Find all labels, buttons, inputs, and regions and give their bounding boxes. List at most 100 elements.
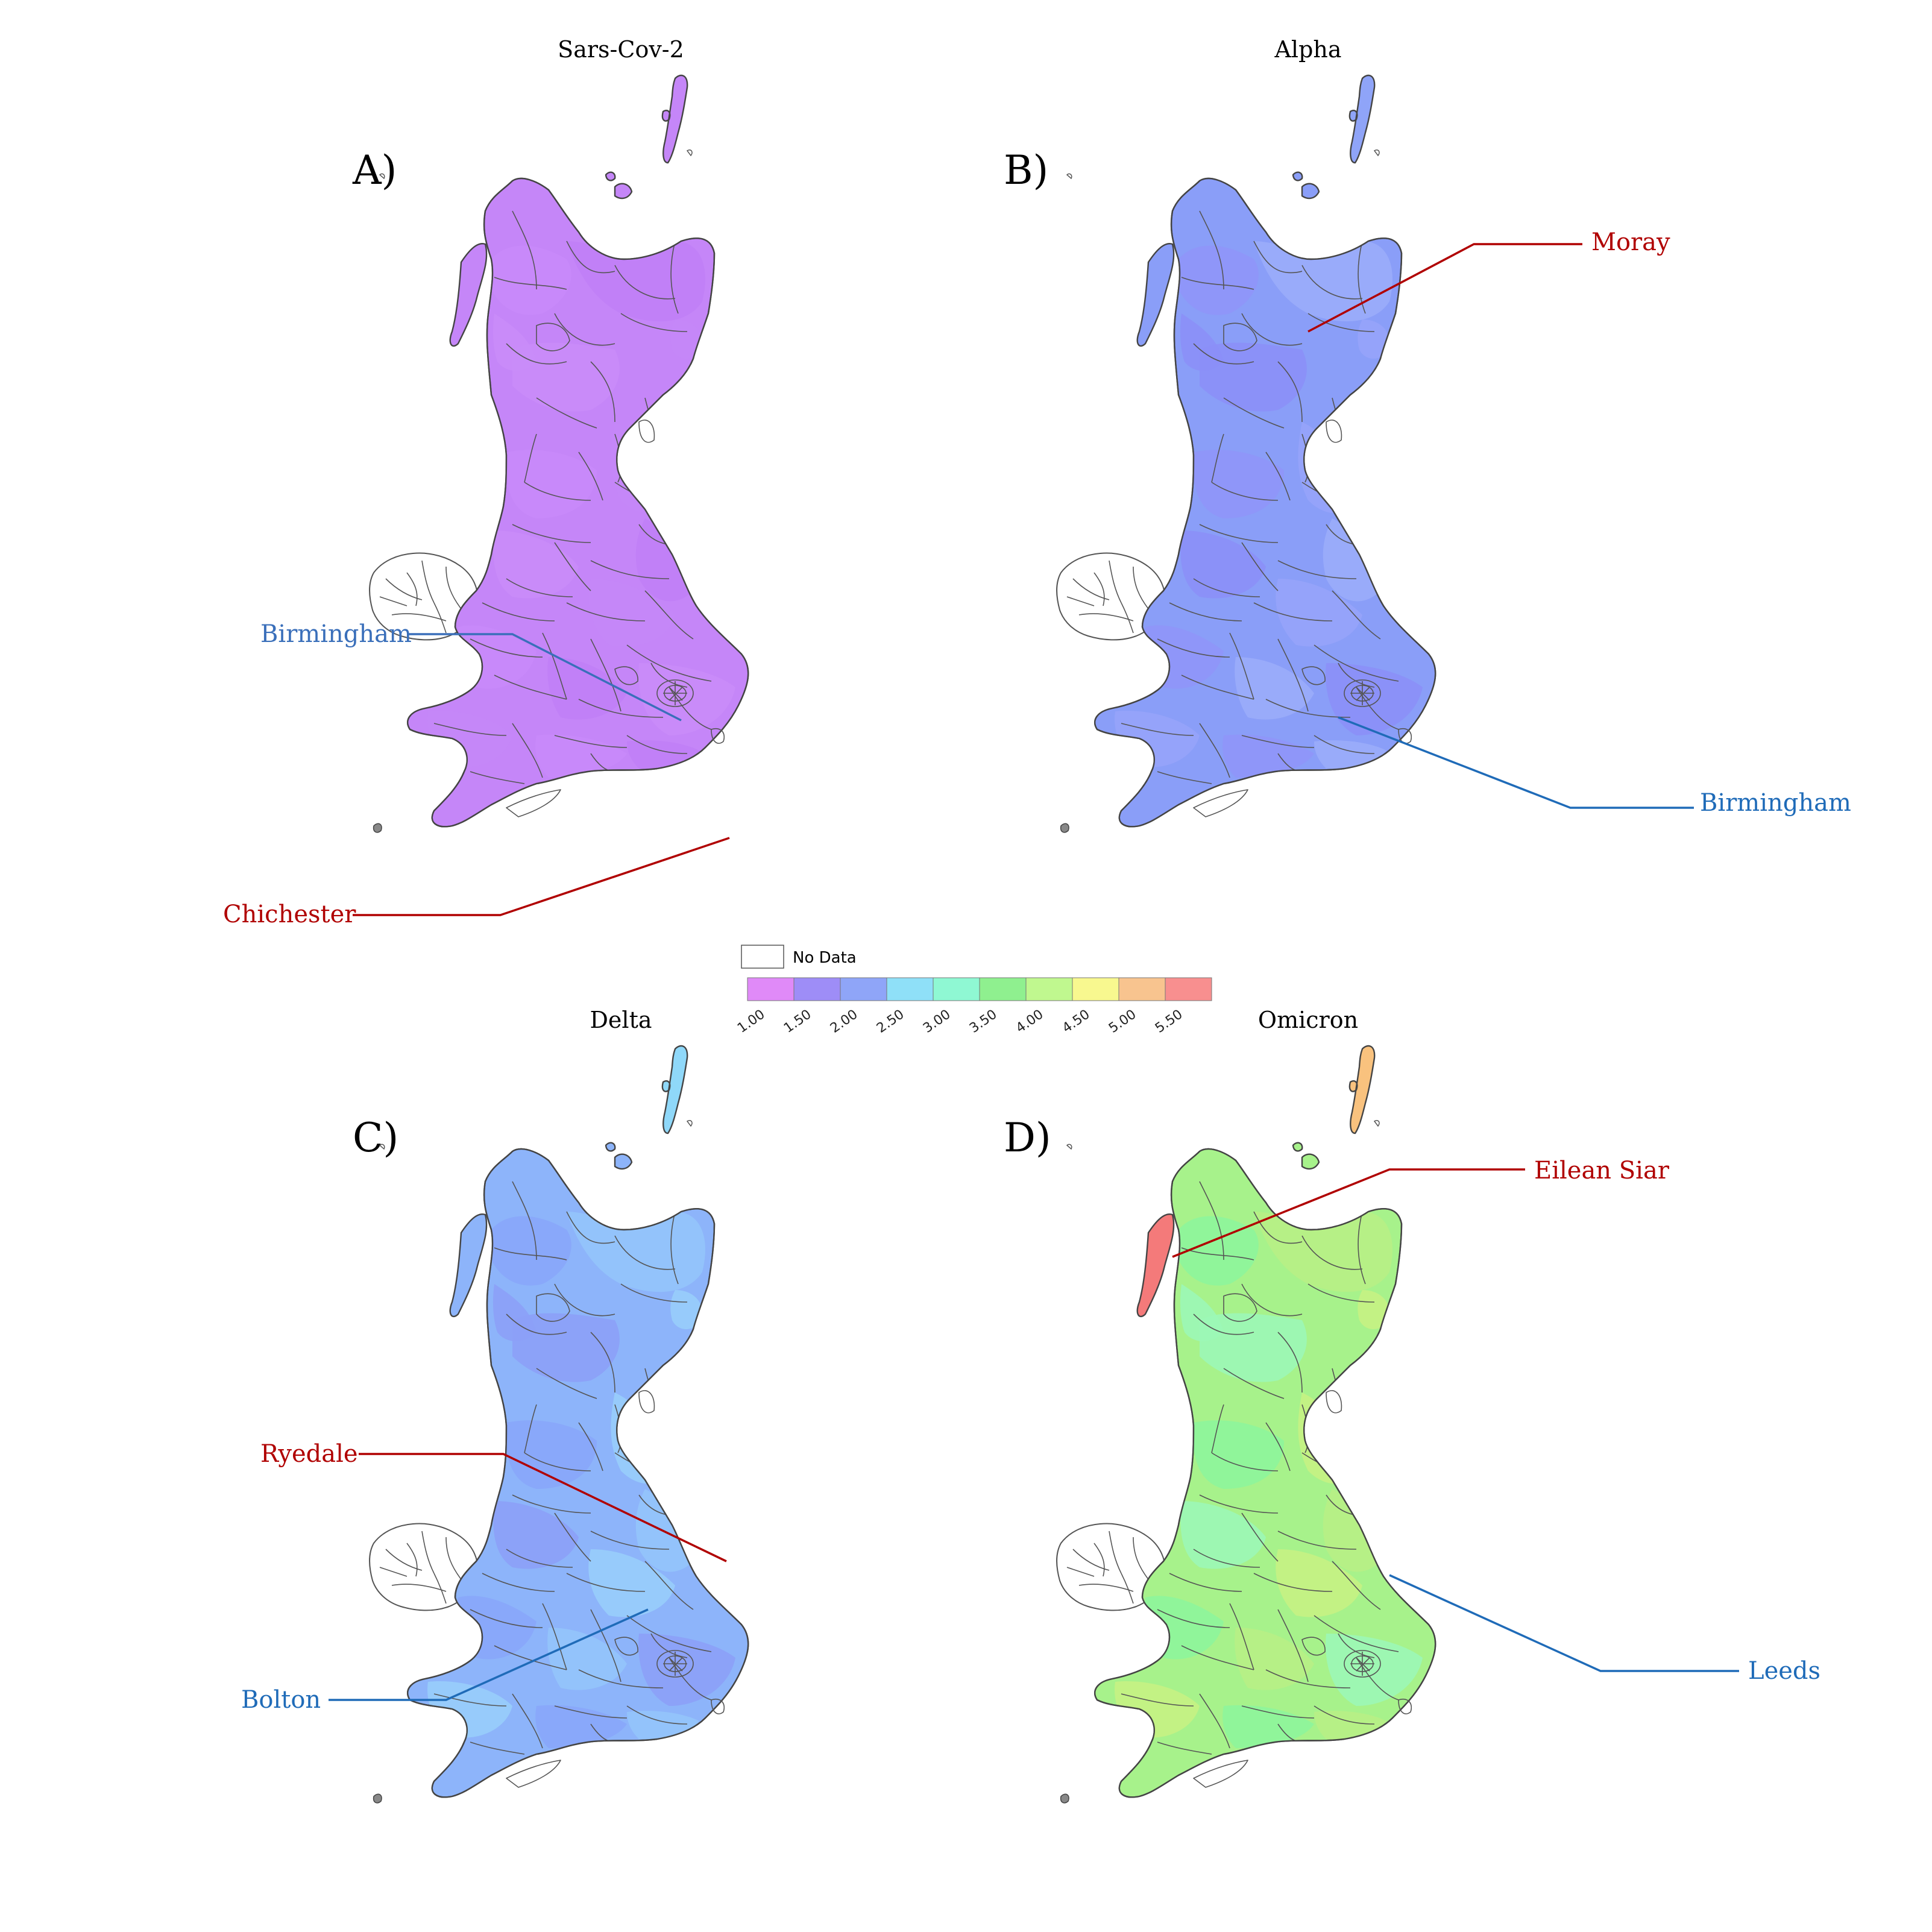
no-data-patch: [536, 323, 570, 351]
district-boundary: [614, 1235, 676, 1270]
no-data-swatch: [741, 945, 784, 969]
panel-letter: C): [353, 1115, 398, 1161]
legend-tick-label: 4.50: [1060, 1007, 1092, 1036]
callout-leader-line: [359, 1453, 727, 1562]
callout-label: Eilean Siar: [1534, 1157, 1670, 1185]
ni-boundary: [1066, 596, 1095, 606]
no-data-patch: [1223, 323, 1257, 351]
district-boundary: [578, 452, 603, 501]
district-boundary: [1314, 1416, 1369, 1435]
district-boundary: [578, 1669, 664, 1688]
uk-map: [369, 1045, 749, 1804]
legend-swatch: [979, 977, 1027, 1001]
coastline: [406, 1148, 749, 1798]
no-data-patch: [506, 789, 561, 817]
district-boundary: [512, 1181, 537, 1260]
district-region: [506, 450, 597, 518]
ni-boundary: [445, 566, 462, 609]
ni-boundary: [406, 572, 418, 606]
legend-tick-label: 3.50: [967, 1007, 999, 1036]
district-boundary: [1253, 602, 1333, 621]
district-boundary: [506, 1549, 573, 1568]
map-panel-d: Omicron D) Eilean Siar Leeds: [1004, 1007, 1820, 1804]
ni-boundary: [1133, 1537, 1149, 1580]
callout-leader-line: [1389, 1574, 1739, 1672]
panel-letter: A): [352, 147, 397, 194]
district-region: [512, 1313, 620, 1382]
district-boundary: [626, 445, 682, 465]
district-boundary: [1241, 735, 1315, 748]
district-boundary: [1157, 1742, 1212, 1755]
ni-boundary: [1121, 1573, 1134, 1604]
london-boundaries: [1344, 679, 1381, 707]
district-region: [670, 319, 703, 359]
district-region: [1254, 241, 1392, 322]
color-legend: No Data 1.00 1.50 2.00 2.50 3.00 3.50 4.00 4.50 5…: [735, 945, 1212, 1036]
district-region: [1323, 518, 1380, 602]
district-boundary: [482, 1573, 555, 1592]
district-boundary: [1121, 723, 1194, 736]
legend-tick-label: 1.00: [735, 1007, 767, 1036]
legend-swatch: [886, 977, 934, 1001]
district-boundary: [512, 210, 537, 290]
district-boundary: [1358, 1211, 1366, 1285]
district-boundary: [524, 1452, 591, 1471]
district-boundary: [620, 1283, 688, 1303]
district-region: [1200, 342, 1307, 412]
callout-leader-line: [1172, 1168, 1525, 1258]
district-region: [588, 579, 675, 647]
callout-label: Chichester: [223, 901, 356, 928]
district-boundary: [542, 1603, 567, 1670]
district-boundary: [1332, 1561, 1381, 1610]
district-boundary: [670, 1211, 679, 1285]
district-boundary: [1338, 662, 1375, 688]
district-region: [1298, 1392, 1362, 1484]
callout-eilean-siar: Eilean Siar: [1172, 1157, 1670, 1258]
legend-swatch: [1165, 977, 1212, 1001]
district-boundary: [590, 361, 615, 423]
callout-label: Moray: [1591, 228, 1670, 256]
callout-leader-line: [1307, 243, 1582, 333]
district-boundary: [470, 1609, 543, 1628]
district-region: [635, 518, 693, 602]
district-region: [1180, 313, 1224, 371]
district-boundary: [470, 771, 525, 784]
district-region: [491, 1216, 571, 1286]
district-boundary: [1169, 602, 1242, 621]
legend-tick-label: 5.00: [1106, 1007, 1139, 1036]
callout-birmingham: Birmingham: [260, 620, 682, 722]
district-boundary: [1332, 590, 1381, 640]
legend-swatch: [1072, 977, 1119, 1001]
district-region: [1235, 1628, 1314, 1690]
district-boundary: [590, 1531, 670, 1550]
district-region: [1254, 1212, 1392, 1292]
district-boundary: [1223, 1368, 1285, 1399]
district-boundary: [524, 433, 537, 483]
outer-hebrides-island: [1136, 1213, 1175, 1318]
callout-leader-line: [407, 633, 682, 722]
district-boundary: [512, 723, 543, 778]
coastline: [1093, 1148, 1436, 1798]
district-boundary: [566, 1573, 646, 1592]
scilly-island: [1060, 1793, 1069, 1804]
district-boundary: [1241, 542, 1279, 591]
district-region: [1358, 319, 1390, 359]
district-boundary: [506, 578, 573, 597]
small-island: [379, 1119, 693, 1150]
district-boundary: [554, 1283, 615, 1317]
district-boundary: [482, 602, 555, 621]
no-data-patch: [1398, 728, 1412, 744]
no-data-patch: [638, 1390, 655, 1414]
district-boundary: [1314, 735, 1375, 754]
no-data-patch: [1326, 1390, 1342, 1414]
district-boundary: [675, 482, 706, 537]
district-region: [506, 1420, 597, 1489]
district-region: [670, 1290, 703, 1329]
coastline: [406, 177, 749, 828]
district-region: [1235, 657, 1314, 720]
no-data-patch: [1326, 420, 1342, 443]
district-region: [1180, 1284, 1224, 1341]
district-boundary: [590, 1332, 615, 1393]
district-boundary: [1253, 1573, 1333, 1592]
